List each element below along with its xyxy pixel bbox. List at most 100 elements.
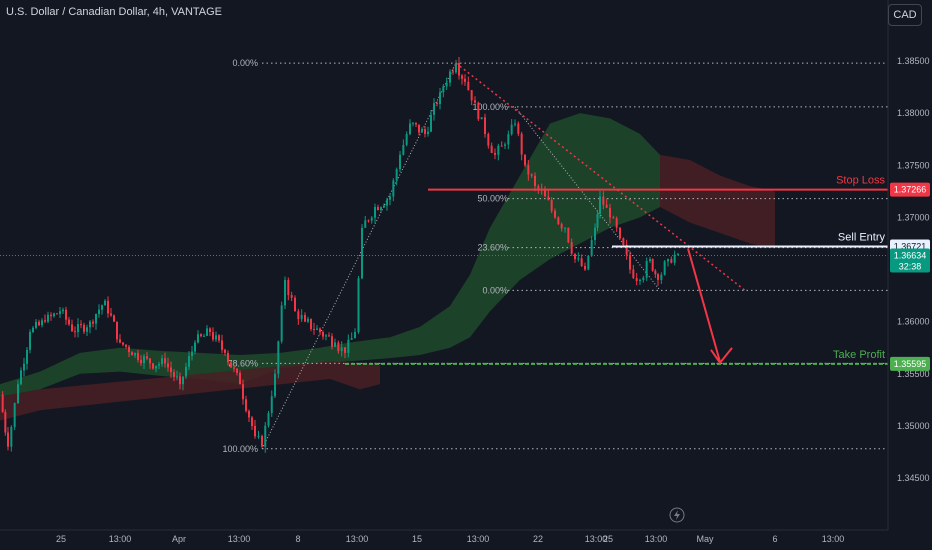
candle-body (464, 78, 466, 82)
time-tick-label: 13:00 (346, 534, 369, 544)
candle-body (134, 352, 136, 356)
candle-body (480, 117, 483, 120)
candle-body (280, 305, 283, 342)
candle-body (500, 145, 503, 147)
candle-body (65, 309, 67, 320)
time-tick-label: 13:00 (645, 534, 668, 544)
candle-body (254, 425, 256, 437)
candle-body (80, 324, 82, 326)
candle-body (557, 217, 560, 225)
candle-body (427, 131, 429, 134)
candle-body (83, 324, 85, 332)
descending-trendline (455, 62, 746, 291)
candle-body (179, 376, 181, 385)
candle-body (325, 335, 327, 337)
candle-body (53, 313, 55, 317)
candle-body (122, 342, 124, 345)
candle-body (584, 266, 586, 270)
candle-body (673, 254, 676, 263)
candle-body (224, 349, 226, 353)
candle-body (236, 368, 238, 373)
candle-body (71, 324, 73, 332)
candle-body (364, 220, 367, 228)
candle-body (62, 309, 64, 312)
candle-body (663, 261, 666, 275)
candle-body (567, 227, 570, 243)
candle-body (284, 279, 286, 306)
time-tick-label: 13:00 (467, 534, 490, 544)
candle-body (657, 274, 659, 280)
fib-label-right: 23.60% (477, 243, 508, 253)
currency-button[interactable]: CAD (888, 4, 922, 26)
fib-label-left: 0.00% (232, 58, 258, 68)
candle-body (44, 320, 46, 322)
candle-body (534, 175, 536, 187)
candle-body (176, 376, 178, 378)
candle-body (173, 372, 175, 377)
candle-body (170, 367, 172, 373)
candle-body (167, 363, 169, 368)
time-tick-label: 13:00 (109, 534, 132, 544)
candle-body (632, 269, 635, 279)
candle-body (95, 314, 97, 324)
candle-body (218, 335, 220, 341)
candle-body (537, 186, 540, 189)
candle-body (146, 356, 148, 359)
take-profit-price-badge-bg (890, 356, 930, 371)
candle-body (530, 174, 533, 176)
candle-body (544, 189, 546, 197)
candle-body (331, 336, 333, 347)
price-tick-label: 1.35500 (897, 369, 930, 379)
candle-body (209, 328, 211, 333)
candle-body (402, 144, 405, 155)
candle-body (98, 309, 100, 315)
candle-body (629, 254, 631, 270)
candle-body (357, 278, 360, 333)
candle-body (161, 358, 163, 365)
candle-body (660, 274, 663, 280)
time-tick-label: 8 (295, 534, 300, 544)
candle-body (507, 134, 510, 145)
candle-body (200, 334, 202, 337)
candle-body (233, 367, 235, 369)
candle-body (461, 75, 463, 79)
candle-body (677, 253, 679, 255)
candle-body (467, 81, 470, 91)
candle-body (337, 342, 340, 352)
candle-body (38, 321, 40, 326)
lightning-icon (674, 510, 680, 520)
candle-body (625, 244, 628, 255)
stop-loss-price-badge-bg (890, 182, 930, 197)
candle-body (550, 199, 553, 211)
candle-body (596, 213, 599, 228)
time-tick-label: May (696, 534, 714, 544)
candle-body (270, 396, 273, 414)
candle-body (458, 63, 460, 76)
candle-body (116, 321, 118, 340)
replay-icon-ring (669, 507, 685, 523)
ichimoku-cloud-bullish (0, 113, 660, 397)
candle-body (399, 154, 401, 170)
candle-body (354, 332, 356, 339)
candle-body (455, 63, 457, 73)
ichimoku-cloud-bearish-future (660, 154, 775, 249)
time-tick-label: 13:00 (585, 534, 608, 544)
candle-body (128, 346, 130, 353)
candle-body (328, 335, 330, 337)
candle-body (654, 270, 657, 275)
candle-body (599, 196, 601, 214)
candle-body (251, 417, 253, 426)
candle-body (487, 133, 490, 146)
candle-body (10, 426, 13, 447)
candle-body (510, 124, 513, 135)
time-tick-label: 13:00 (228, 534, 251, 544)
replay-icon (669, 507, 685, 523)
candle-body (149, 358, 151, 364)
candle-body (605, 204, 608, 208)
candle-body (602, 196, 605, 205)
candle-body (395, 169, 398, 181)
candle-body (477, 102, 480, 120)
candle-body (29, 332, 31, 350)
sell-entry-label: Sell Entry (838, 231, 886, 243)
